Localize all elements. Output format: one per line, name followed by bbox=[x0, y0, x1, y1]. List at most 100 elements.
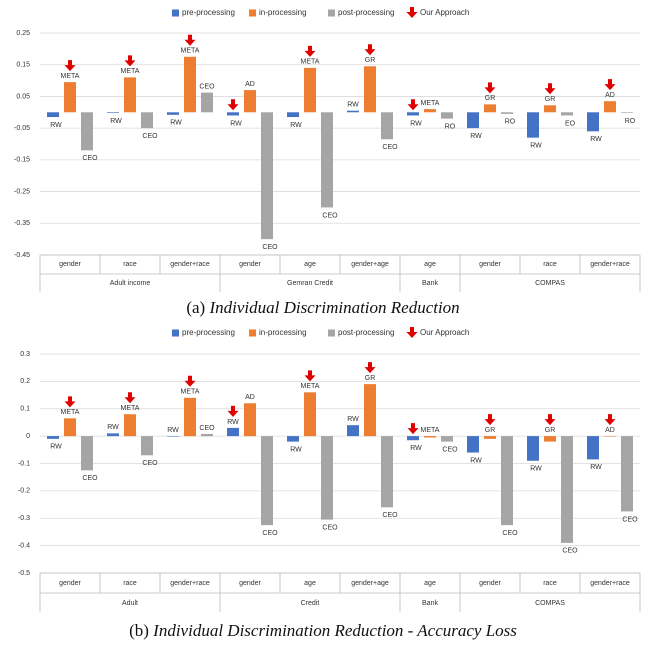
method-label: RW bbox=[110, 118, 122, 125]
legend-label: post-processing bbox=[338, 328, 394, 337]
legend-label: Our Approach bbox=[420, 8, 469, 17]
method-label: CEO bbox=[382, 144, 398, 151]
method-label: RW bbox=[167, 427, 179, 434]
bar bbox=[424, 436, 436, 438]
bar bbox=[167, 112, 179, 115]
group-label: Gemran Credit bbox=[287, 280, 333, 287]
bar bbox=[141, 436, 153, 456]
bar bbox=[527, 112, 539, 138]
bar bbox=[364, 384, 376, 437]
bar bbox=[287, 112, 299, 118]
bar bbox=[501, 436, 513, 526]
legend-swatch bbox=[328, 329, 335, 337]
y-tick-label: 0.2 bbox=[20, 378, 30, 385]
legend-swatch bbox=[172, 329, 179, 337]
bar bbox=[544, 436, 556, 442]
method-label: EO bbox=[565, 120, 576, 127]
y-tick-label: -0.1 bbox=[18, 460, 30, 467]
method-label: RO bbox=[505, 119, 516, 126]
y-tick-label: -0.35 bbox=[14, 220, 30, 227]
method-label: CEO bbox=[262, 530, 278, 537]
method-label: RW bbox=[50, 122, 62, 129]
method-label: CEO bbox=[502, 530, 518, 537]
method-label: CEO bbox=[442, 446, 458, 453]
bar bbox=[304, 67, 316, 113]
method-label: META bbox=[121, 68, 140, 75]
bar bbox=[561, 112, 573, 116]
approach-arrow bbox=[304, 45, 316, 57]
approach-arrow bbox=[227, 405, 239, 417]
approach-arrow bbox=[604, 414, 616, 426]
y-tick-label: -0.45 bbox=[14, 252, 30, 259]
y-tick-label: 0.05 bbox=[16, 93, 30, 100]
group-label: COMPAS bbox=[535, 600, 565, 607]
method-label: META bbox=[61, 409, 80, 416]
legend-label: post-processing bbox=[338, 8, 394, 17]
bar bbox=[124, 414, 136, 437]
bar bbox=[81, 436, 93, 471]
legend-label: pre-processing bbox=[182, 328, 235, 337]
x-tick-label: gender+race bbox=[170, 580, 210, 587]
approach-arrow bbox=[227, 99, 239, 111]
method-label: CEO bbox=[142, 133, 158, 140]
approach-arrow bbox=[484, 82, 496, 94]
method-label: GR bbox=[365, 57, 376, 64]
bar bbox=[321, 112, 333, 208]
y-tick-label: 0.1 bbox=[20, 406, 30, 413]
x-tick-label: gender bbox=[239, 261, 261, 268]
bar bbox=[261, 112, 273, 240]
y-tick-label: 0.3 bbox=[20, 351, 30, 358]
method-label: RO bbox=[625, 118, 636, 125]
method-label: RW bbox=[410, 445, 422, 452]
bar bbox=[304, 392, 316, 437]
caption-text: Individual Discrimination Reduction - Ac… bbox=[152, 621, 517, 640]
bar bbox=[621, 436, 633, 512]
bar bbox=[227, 427, 239, 437]
legend-swatch bbox=[249, 9, 256, 17]
bar bbox=[124, 77, 136, 113]
bar bbox=[621, 112, 633, 113]
bar bbox=[407, 112, 419, 116]
y-tick-label: -0.05 bbox=[14, 125, 30, 132]
method-label: RW bbox=[347, 102, 359, 109]
y-tick-label: 0.15 bbox=[16, 62, 30, 69]
bar bbox=[167, 436, 179, 437]
approach-arrow bbox=[364, 362, 376, 374]
bar bbox=[587, 112, 599, 132]
method-label: RW bbox=[347, 416, 359, 423]
approach-arrow bbox=[407, 423, 419, 435]
method-label: RW bbox=[470, 457, 482, 464]
bar bbox=[347, 110, 359, 113]
legend-label: Our Approach bbox=[420, 328, 469, 337]
bar bbox=[381, 436, 393, 508]
bar bbox=[364, 66, 376, 113]
bar bbox=[441, 436, 453, 442]
approach-arrow bbox=[364, 44, 376, 56]
x-tick-label: age bbox=[424, 580, 436, 587]
approach-arrow bbox=[64, 60, 76, 72]
bar bbox=[604, 101, 616, 113]
bar bbox=[244, 90, 256, 113]
x-tick-label: gender+race bbox=[170, 261, 210, 268]
legend-label: in-processing bbox=[259, 328, 307, 337]
x-tick-label: age bbox=[304, 261, 316, 268]
y-tick-label: -0.4 bbox=[18, 542, 30, 549]
method-label: RW bbox=[470, 133, 482, 140]
x-tick-label: gender bbox=[59, 261, 81, 268]
approach-arrow bbox=[544, 83, 556, 95]
bar bbox=[467, 436, 479, 453]
method-label: CEO bbox=[322, 524, 338, 531]
x-tick-label: age bbox=[424, 261, 436, 268]
method-label: RW bbox=[590, 464, 602, 471]
method-label: CEO bbox=[199, 83, 215, 90]
y-tick-label: -0.15 bbox=[14, 157, 30, 164]
bar bbox=[467, 112, 479, 129]
bar bbox=[484, 436, 496, 439]
approach-arrow bbox=[544, 414, 556, 426]
bar bbox=[424, 109, 436, 113]
group-label: Bank bbox=[422, 600, 438, 607]
bar bbox=[64, 418, 76, 437]
method-label: CEO bbox=[82, 155, 98, 162]
method-label: RW bbox=[227, 419, 239, 426]
x-tick-label: gender bbox=[239, 580, 261, 587]
